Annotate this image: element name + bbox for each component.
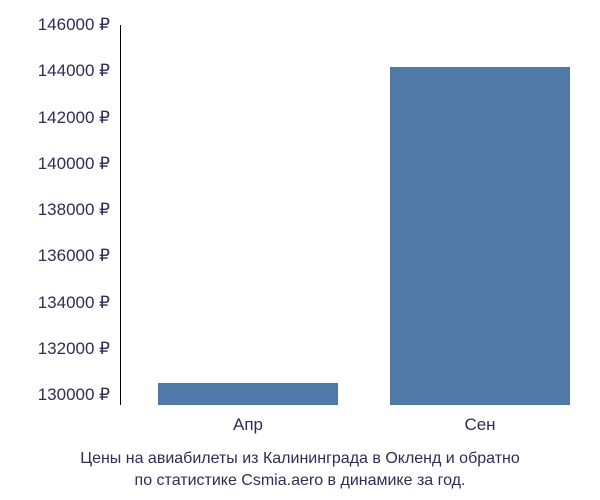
caption-line-2: по статистике Csmia.aero в динамике за г… xyxy=(135,472,466,489)
bar xyxy=(390,67,570,405)
y-axis-labels: 130000 ₽ 132000 ₽ 134000 ₽ 136000 ₽ 138000 ₽… xyxy=(0,25,115,405)
x-tick-label: Сен xyxy=(464,415,495,435)
y-tick-label: 144000 ₽ xyxy=(38,61,110,81)
y-tick-label: 132000 ₽ xyxy=(38,339,110,359)
bars-group xyxy=(120,25,590,405)
bar xyxy=(158,383,338,405)
caption-line-1: Цены на авиабилеты из Калининграда в Окл… xyxy=(80,450,520,467)
y-tick-label: 146000 ₽ xyxy=(38,15,110,35)
y-tick-label: 138000 ₽ xyxy=(38,200,110,220)
x-tick-label: Апр xyxy=(233,415,263,435)
y-tick-label: 134000 ₽ xyxy=(38,293,110,313)
price-chart: 130000 ₽ 132000 ₽ 134000 ₽ 136000 ₽ 138000 ₽… xyxy=(0,0,600,500)
plot-area xyxy=(120,25,590,405)
chart-caption: Цены на авиабилеты из Калининграда в Окл… xyxy=(0,448,600,491)
y-tick-label: 142000 ₽ xyxy=(38,108,110,128)
y-tick-label: 130000 ₽ xyxy=(38,385,110,405)
y-tick-label: 136000 ₽ xyxy=(38,246,110,266)
y-tick-label: 140000 ₽ xyxy=(38,154,110,174)
x-axis-labels: Апр Сен xyxy=(120,415,590,440)
